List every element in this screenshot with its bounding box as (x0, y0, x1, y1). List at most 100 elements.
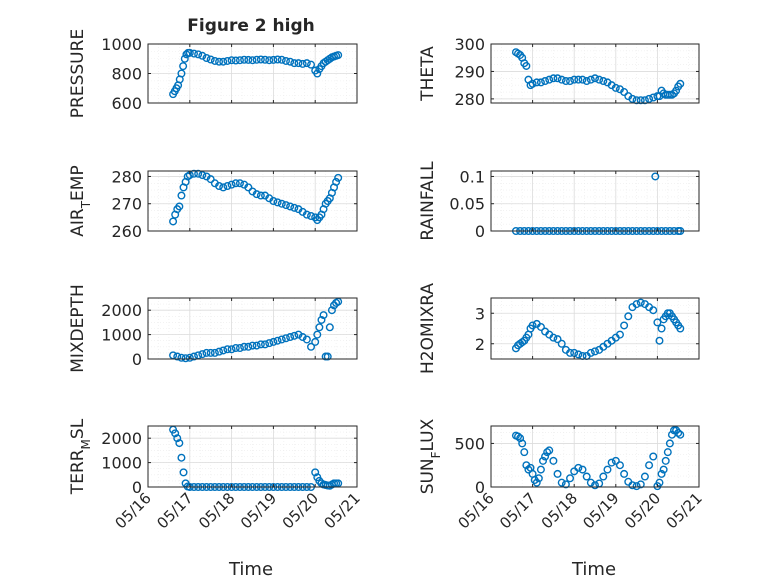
data-point (524, 465, 533, 474)
data-point (298, 333, 307, 342)
data-point (185, 353, 194, 362)
data-point (248, 341, 257, 350)
subplot-rainfall: 0 0.05 0.1 RAINFALL (418, 161, 700, 241)
data-point (659, 465, 668, 474)
data-point (522, 61, 531, 70)
data-point (518, 338, 527, 347)
data-point (628, 94, 637, 103)
data-point (227, 56, 236, 65)
data-point (636, 480, 645, 489)
data-point (277, 199, 286, 208)
data-point (628, 481, 637, 490)
x-axis-label-right: Time (571, 559, 616, 580)
data-point (603, 465, 612, 474)
figure-title: Figure 2 high (187, 16, 315, 36)
data-point (536, 465, 545, 474)
data-point (334, 173, 343, 182)
data-point (651, 172, 660, 181)
data-point (311, 468, 320, 477)
data-point (545, 446, 554, 455)
data-point (332, 177, 341, 186)
data-point (665, 439, 674, 448)
subplot-h2omixra: 2 3 H2OMIXRA (418, 283, 700, 374)
data-point (649, 452, 658, 461)
data-point (215, 57, 224, 66)
data-point (198, 51, 207, 60)
y-tick-label: 2000 (101, 301, 142, 320)
data-point (649, 306, 658, 315)
data-point (566, 348, 575, 357)
data-point (557, 339, 566, 348)
data-point (177, 69, 186, 78)
data-point (661, 456, 670, 465)
data-point (566, 77, 575, 86)
data-point (277, 335, 286, 344)
data-point (620, 88, 629, 97)
data-point (566, 474, 575, 483)
data-point (611, 456, 620, 465)
data-point (586, 348, 595, 357)
data-point (273, 198, 282, 207)
data-point (578, 75, 587, 84)
data-point (227, 180, 236, 189)
subplot-pressure: 600 800 1000 PRESSURE (68, 29, 358, 118)
data-point (256, 340, 265, 349)
data-point (294, 330, 303, 339)
data-point (269, 196, 278, 205)
data-point (549, 333, 558, 342)
data-point (676, 79, 685, 88)
data-point (273, 55, 282, 64)
y-tick-label: 500 (454, 434, 485, 453)
axes-box (147, 297, 358, 360)
data-point (231, 56, 240, 65)
data-point (273, 336, 282, 345)
data-point (676, 430, 685, 439)
data-point (586, 75, 595, 84)
data-point (561, 480, 570, 489)
data-point (611, 83, 620, 92)
data-point (520, 448, 529, 457)
data-point (620, 469, 629, 478)
data-point (307, 60, 316, 69)
data-point (198, 350, 207, 359)
data-point (302, 335, 311, 344)
data-point (252, 55, 261, 64)
y-tick-label: 600 (111, 94, 142, 113)
data-point (194, 50, 203, 59)
data-point (210, 348, 219, 357)
data-point (640, 472, 649, 481)
data-point (206, 175, 215, 184)
y-axis-label: THETA (418, 46, 438, 102)
data-point (645, 94, 654, 103)
data-point (302, 210, 311, 219)
data-point (514, 432, 523, 441)
data-point (674, 428, 683, 437)
data-point (307, 342, 316, 351)
data-point (532, 78, 541, 87)
data-point (277, 55, 286, 64)
y-tick-label: 0.1 (460, 167, 485, 186)
data-point (541, 77, 550, 86)
subplot-theta: 280 290 300 THETA (418, 35, 700, 109)
data-point (173, 434, 182, 443)
data-point (179, 468, 188, 477)
data-point (290, 331, 299, 340)
data-point (261, 340, 270, 349)
data-point (574, 463, 583, 472)
data-point (574, 350, 583, 359)
data-point (290, 203, 299, 212)
y-tick-label: 800 (111, 65, 142, 84)
y-tick-label: 280 (111, 167, 142, 186)
data-point (215, 181, 224, 190)
data-point (298, 59, 307, 68)
data-point (557, 478, 566, 487)
data-point (185, 48, 194, 57)
data-point (607, 458, 616, 467)
data-point (553, 469, 562, 478)
data-point (553, 74, 562, 83)
data-point (175, 439, 184, 448)
data-point (636, 298, 645, 307)
data-point (640, 96, 649, 105)
data-point (553, 335, 562, 344)
axes-box (490, 170, 700, 232)
